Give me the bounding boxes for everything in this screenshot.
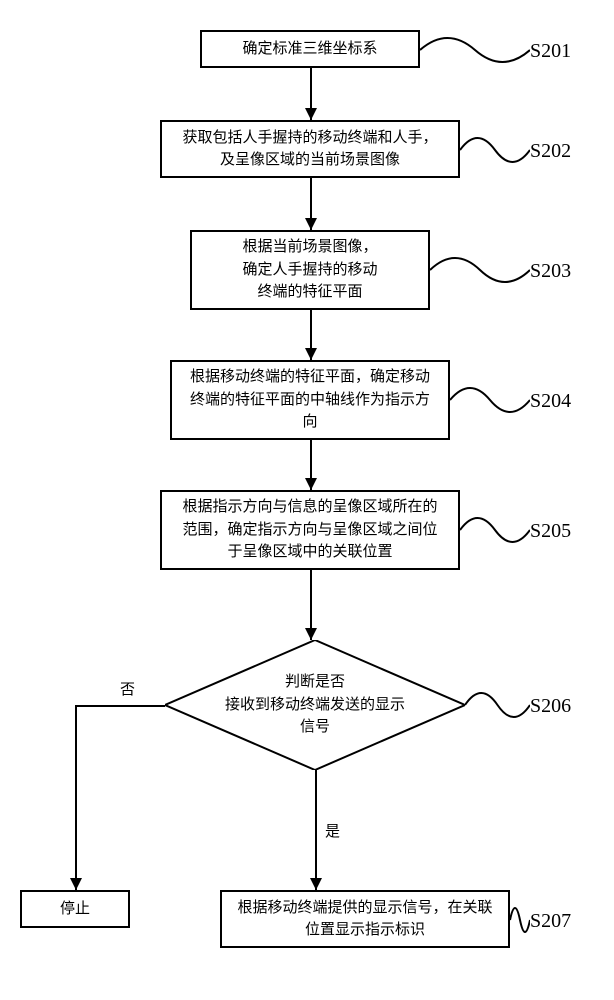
edge-h [75,705,165,707]
node-s207: 根据移动终端提供的显示信号，在关联位置显示指示标识 [220,890,510,948]
edge-label: 否 [120,678,135,699]
edge [315,770,317,890]
edge-v [75,705,77,890]
node-s203: 根据当前场景图像， 确定人手握持的移动 终端的特征平面 [190,230,430,310]
step-label-s201: S201 [530,40,571,63]
step-label-s206: S206 [530,695,571,718]
flowchart-container: 确定标准三维坐标系获取包括人手握持的移动终端和人手，及呈像区域的当前场景图像根据… [20,20,594,980]
node-s205: 根据指示方向与信息的呈像区域所在的范围，确定指示方向与呈像区域之间位于呈像区域中… [160,490,460,570]
diamond-text: 判断是否 接收到移动终端发送的显示 信号 [165,640,465,770]
node-stop: 停止 [20,890,130,928]
step-label-s207: S207 [530,910,571,933]
edge-label: 是 [325,820,340,841]
sine-connector [460,135,530,165]
step-label-s204: S204 [530,390,571,413]
node-s201: 确定标准三维坐标系 [200,30,420,68]
step-label-s203: S203 [530,260,571,283]
step-label-s205: S205 [530,520,571,543]
sine-connector [430,255,530,285]
sine-connector [465,690,530,720]
sine-connector [420,35,530,65]
node-s202: 获取包括人手握持的移动终端和人手，及呈像区域的当前场景图像 [160,120,460,178]
sine-connector [450,385,530,415]
sine-connector [510,905,530,935]
node-s204: 根据移动终端的特征平面，确定移动终端的特征平面的中轴线作为指示方向 [170,360,450,440]
sine-connector [460,515,530,545]
step-label-s202: S202 [530,140,571,163]
node-s206: 判断是否 接收到移动终端发送的显示 信号 [165,640,465,770]
